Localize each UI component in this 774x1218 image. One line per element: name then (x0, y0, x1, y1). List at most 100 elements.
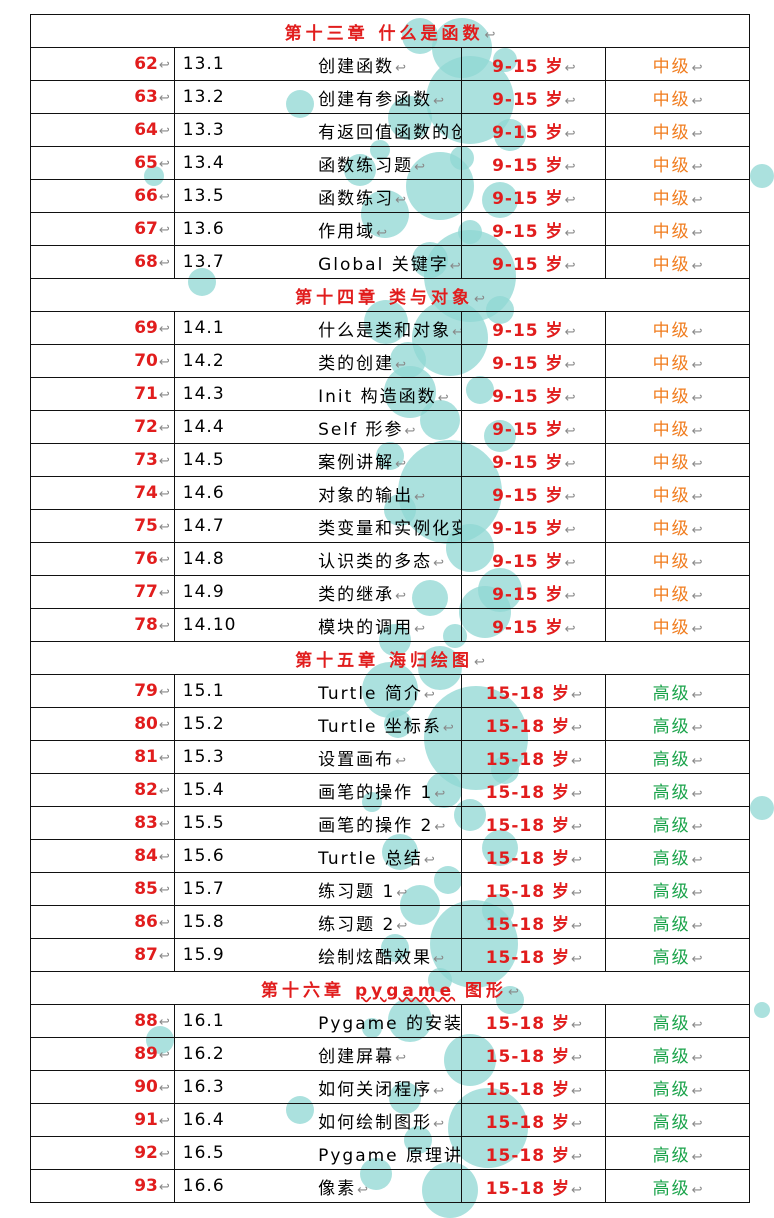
lesson-section: 15.7 (174, 872, 319, 906)
return-mark-icon: ↩ (158, 355, 170, 370)
lesson-title: 模块的调用↩ (318, 608, 463, 642)
return-mark-icon: ↩ (484, 27, 496, 43)
lesson-number-text: 86 (134, 912, 158, 932)
return-mark-icon: ↩ (395, 753, 406, 769)
lesson-age-text: 9-15 岁 (492, 89, 564, 110)
lesson-section: 14.8 (174, 542, 319, 576)
lesson-age-text: 15-18 岁 (485, 1178, 570, 1199)
lesson-age: 9-15 岁↩ (461, 344, 607, 378)
lesson-age-text: 9-15 岁 (492, 617, 564, 638)
lesson-number-text: 77 (134, 582, 158, 602)
lesson-row: 68↩ 13.7 Global 关键字↩ 9-15 岁↩ 中级↩ (30, 245, 750, 279)
lesson-level: 高级↩ (605, 773, 750, 807)
lesson-age-text: 15-18 岁 (485, 683, 570, 704)
lesson-row: 75↩14.7类变量和实例化变量↩9-15 岁↩中级↩ (30, 509, 750, 543)
lesson-title: 类的创建↩ (318, 344, 463, 378)
lesson-level: 中级↩ (605, 146, 750, 180)
lesson-section-text: 14.4 (182, 417, 225, 437)
lesson-title: 像素↩ (318, 1169, 463, 1203)
lesson-age: 15-18 岁↩ (461, 806, 607, 840)
lesson-title: 作用域↩ (318, 212, 463, 246)
lesson-number-text: 67 (134, 219, 158, 239)
return-mark-icon: ↩ (691, 1050, 703, 1066)
return-mark-icon: ↩ (357, 1182, 368, 1198)
lesson-section-text: 15.8 (182, 912, 225, 932)
return-mark-icon: ↩ (570, 885, 582, 901)
lesson-row: 70↩ 14.2 类的创建↩ 9-15 岁↩ 中级↩ (30, 344, 750, 378)
lesson-title-text: Turtle 总结 (318, 848, 423, 869)
return-mark-icon: ↩ (691, 489, 703, 505)
lesson-number-text: 85 (134, 879, 158, 899)
chapter-title-text: 第十四章 类与对象 (295, 287, 473, 308)
lesson-age: 15-18 岁↩ (461, 1037, 607, 1071)
lesson-title-text: 认识类的多态 (318, 551, 433, 572)
lesson-section-text: 15.4 (182, 780, 225, 800)
lesson-row: 64↩13.3有返回值函数的创建↩9-15 岁↩中级↩ (30, 113, 750, 147)
lesson-number-text: 87 (134, 945, 158, 965)
lesson-age: 9-15 岁↩ (461, 179, 607, 213)
lesson-level: 中级↩ (605, 212, 750, 246)
lesson-age-text: 9-15 岁 (492, 518, 564, 539)
lesson-title-text: 模块的调用 (318, 617, 414, 638)
lesson-level: 中级↩ (605, 245, 750, 279)
lesson-section: 15.8 (174, 905, 319, 939)
lesson-section: 13.7 (174, 245, 319, 279)
lesson-level-text: 中级 (652, 320, 691, 341)
return-mark-icon: ↩ (564, 357, 576, 373)
lesson-age: 9-15 岁↩ (461, 377, 607, 411)
lesson-title-text: 函数练习 (318, 188, 395, 209)
lesson-level-text: 高级 (652, 716, 691, 737)
return-mark-icon: ↩ (691, 390, 703, 406)
lesson-section-text: 16.5 (182, 1143, 225, 1163)
lesson-level: 高级↩ (605, 1136, 750, 1170)
lesson-age: 9-15 岁↩ (461, 311, 607, 345)
return-mark-icon: ↩ (423, 687, 435, 703)
return-mark-icon: ↩ (691, 720, 703, 736)
lesson-level-text: 高级 (652, 749, 691, 770)
return-mark-icon: ↩ (691, 93, 703, 109)
return-mark-icon: ↩ (158, 1015, 170, 1030)
lesson-section: 13.4 (174, 146, 319, 180)
lesson-level-text: 中级 (652, 485, 691, 506)
return-mark-icon: ↩ (433, 555, 444, 571)
return-mark-icon: ↩ (433, 1083, 444, 1099)
return-mark-icon: ↩ (423, 852, 435, 868)
return-mark-icon: ↩ (691, 588, 703, 604)
lesson-section-text: 14.6 (182, 483, 225, 503)
return-mark-icon: ↩ (158, 619, 170, 634)
lesson-age: 15-18 岁↩ (461, 740, 607, 774)
lesson-section-text: 13.5 (182, 186, 225, 206)
lesson-level: 中级↩ (605, 344, 750, 378)
lesson-section-text: 14.1 (182, 318, 225, 338)
lesson-age-text: 9-15 岁 (492, 155, 564, 176)
lesson-section-text: 14.7 (182, 516, 225, 536)
lesson-title-text: Pygame 原理讲解 (318, 1145, 462, 1166)
chapter-title: 第十六章 pygame 图形↩ (30, 971, 750, 1005)
lesson-title: Self 形参↩ (318, 410, 463, 444)
lesson-section: 13.3 (174, 113, 319, 147)
lesson-number: 76↩ (30, 542, 175, 576)
lesson-title-text: 创建有参函数 (318, 89, 433, 110)
lesson-number: 87↩ (30, 938, 175, 972)
return-mark-icon: ↩ (564, 489, 576, 505)
chapter-title-text: 第十五章 海归绘图 (295, 650, 473, 671)
lesson-number-text: 76 (134, 549, 158, 569)
return-mark-icon: ↩ (570, 1116, 582, 1132)
course-table-page: 第十三章 什么是函数↩ 62↩ 13.1 创建函数↩ 9-15 岁↩ 中级↩ 63↩ 13.2… (30, 14, 750, 1203)
return-mark-icon: ↩ (691, 357, 703, 373)
lesson-level-text: 高级 (652, 914, 691, 935)
lesson-number-text: 92 (134, 1143, 158, 1163)
lesson-level-text: 高级 (652, 683, 691, 704)
lesson-number: 91↩ (30, 1103, 175, 1137)
lesson-section-text: 14.2 (182, 351, 225, 371)
chapter-heading-row: 第十五章 海归绘图↩ (30, 641, 750, 675)
return-mark-icon: ↩ (395, 192, 406, 208)
chapter-heading-row: 第十三章 什么是函数↩ (30, 14, 750, 48)
return-mark-icon: ↩ (158, 124, 170, 139)
return-mark-icon: ↩ (395, 588, 406, 604)
return-mark-icon: ↩ (691, 60, 703, 76)
lesson-number-text: 70 (134, 351, 158, 371)
chapter-title: 第十五章 海归绘图↩ (30, 641, 750, 675)
lesson-section-text: 15.5 (182, 813, 225, 833)
return-mark-icon: ↩ (158, 553, 170, 568)
